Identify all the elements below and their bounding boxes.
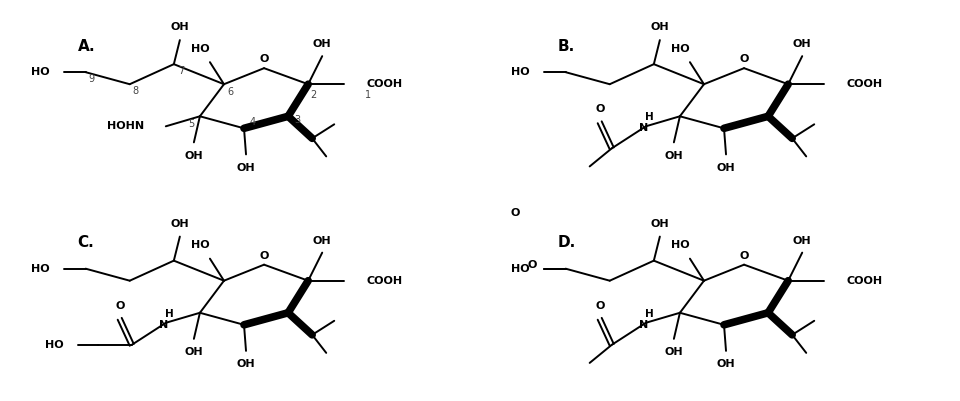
Text: OH: OH <box>171 219 189 229</box>
Text: A.: A. <box>78 38 95 54</box>
Text: COOH: COOH <box>847 79 882 89</box>
Text: O: O <box>527 261 537 270</box>
Text: OH: OH <box>313 39 331 49</box>
Text: COOH: COOH <box>847 276 882 286</box>
Text: 1: 1 <box>365 91 372 100</box>
Text: OH: OH <box>651 219 669 229</box>
Text: 7: 7 <box>178 67 184 76</box>
Text: B.: B. <box>558 38 575 54</box>
Text: C.: C. <box>78 235 94 250</box>
Text: HO: HO <box>191 241 209 250</box>
Text: O: O <box>259 251 269 261</box>
Text: 8: 8 <box>132 87 139 96</box>
Text: OH: OH <box>237 359 255 369</box>
Text: OH: OH <box>651 22 669 32</box>
Text: 2: 2 <box>310 91 316 100</box>
Text: HO: HO <box>31 264 50 273</box>
Text: 6: 6 <box>227 87 233 97</box>
Text: 3: 3 <box>294 115 300 125</box>
Text: O: O <box>115 301 125 310</box>
Text: HO: HO <box>671 241 689 250</box>
Text: N: N <box>639 320 648 330</box>
Text: O: O <box>739 251 749 261</box>
Text: OH: OH <box>717 163 735 172</box>
Text: O: O <box>511 209 520 218</box>
Text: O: O <box>259 55 269 64</box>
Text: 5: 5 <box>188 119 194 129</box>
Text: O: O <box>739 55 749 64</box>
Text: HO: HO <box>191 44 209 54</box>
Text: OH: OH <box>237 163 255 172</box>
Text: H: H <box>165 309 174 319</box>
Text: HO: HO <box>511 264 530 273</box>
Text: COOH: COOH <box>367 79 402 89</box>
Text: HO: HO <box>31 67 50 77</box>
Text: OH: OH <box>184 151 204 160</box>
Text: OH: OH <box>793 236 811 245</box>
Text: N: N <box>159 320 168 330</box>
Text: 4: 4 <box>250 117 256 127</box>
Text: OH: OH <box>313 236 331 245</box>
Text: HO: HO <box>671 44 689 54</box>
Text: OH: OH <box>717 359 735 369</box>
Text: O: O <box>595 301 605 310</box>
Text: N: N <box>639 124 648 133</box>
Text: OH: OH <box>664 347 684 357</box>
Text: OH: OH <box>793 39 811 49</box>
Text: OH: OH <box>184 347 204 357</box>
Text: OH: OH <box>664 151 684 160</box>
Text: 9: 9 <box>88 75 95 84</box>
Text: COOH: COOH <box>367 276 402 286</box>
Text: D.: D. <box>558 235 576 250</box>
Text: O: O <box>595 104 605 114</box>
Text: H: H <box>645 113 654 122</box>
Text: HO: HO <box>45 340 63 350</box>
Text: HO: HO <box>511 67 530 77</box>
Text: HOHN: HOHN <box>107 122 144 131</box>
Text: H: H <box>645 309 654 319</box>
Text: OH: OH <box>171 22 189 32</box>
